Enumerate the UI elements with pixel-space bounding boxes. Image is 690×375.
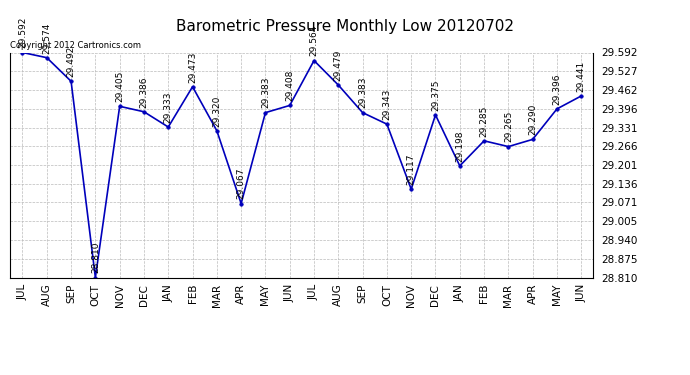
Text: 29.383: 29.383	[261, 77, 270, 108]
Text: 29.375: 29.375	[431, 79, 440, 111]
Text: 29.479: 29.479	[334, 50, 343, 81]
Text: 29.067: 29.067	[237, 168, 246, 200]
Text: 29.383: 29.383	[358, 77, 367, 108]
Text: 29.117: 29.117	[406, 153, 415, 185]
Text: 29.343: 29.343	[382, 88, 391, 120]
Text: Copyright 2012 Cartronics.com: Copyright 2012 Cartronics.com	[10, 41, 141, 50]
Text: 29.564: 29.564	[310, 25, 319, 56]
Text: Barometric Pressure Monthly Low 20120702: Barometric Pressure Monthly Low 20120702	[176, 19, 514, 34]
Text: 29.592: 29.592	[18, 17, 27, 48]
Text: 29.285: 29.285	[480, 105, 489, 136]
Text: 29.198: 29.198	[455, 130, 464, 162]
Text: 29.441: 29.441	[577, 60, 586, 92]
Text: 29.290: 29.290	[528, 104, 538, 135]
Text: 29.492: 29.492	[66, 46, 76, 77]
Text: 29.320: 29.320	[213, 95, 221, 127]
Text: 29.386: 29.386	[139, 76, 148, 108]
Text: 29.473: 29.473	[188, 51, 197, 82]
Text: 28.810: 28.810	[91, 242, 100, 273]
Text: 29.405: 29.405	[115, 71, 124, 102]
Text: 29.396: 29.396	[553, 73, 562, 105]
Text: 29.333: 29.333	[164, 92, 172, 123]
Text: 29.265: 29.265	[504, 111, 513, 142]
Text: 29.574: 29.574	[42, 22, 51, 54]
Text: 29.408: 29.408	[285, 70, 294, 101]
